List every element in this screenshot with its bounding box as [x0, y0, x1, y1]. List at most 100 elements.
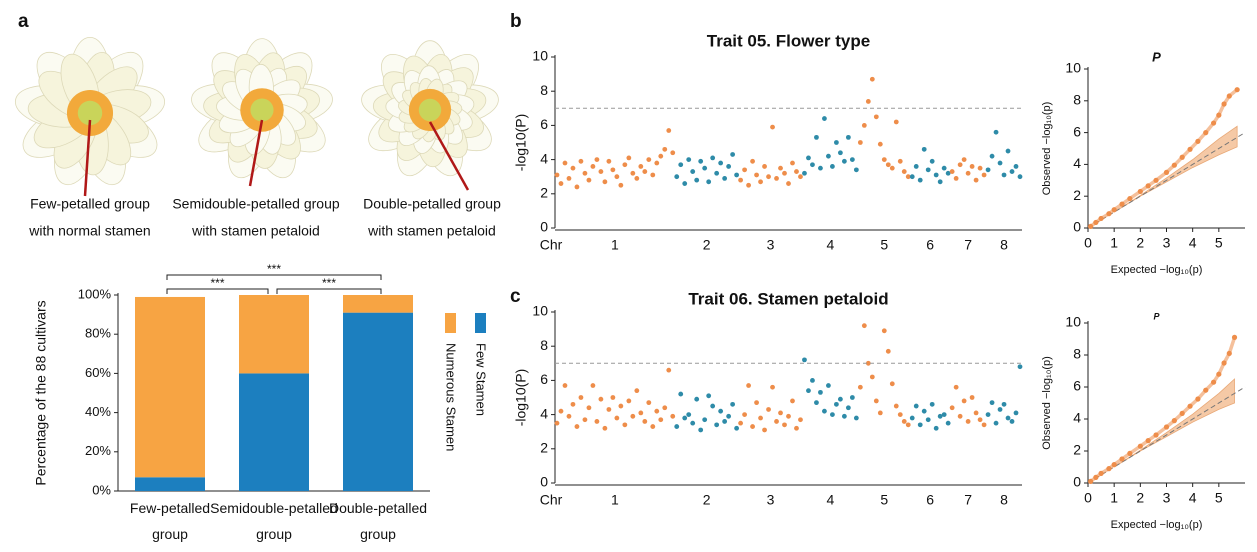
snp-point	[778, 410, 783, 416]
snp-point	[837, 150, 843, 156]
x-tick-label: 1	[1110, 235, 1118, 251]
snp-point	[706, 393, 712, 399]
snp-point	[981, 422, 987, 428]
snp-point	[646, 157, 652, 163]
y-tick-label: 10	[1065, 60, 1081, 76]
snp-point	[913, 403, 919, 409]
snp-point	[1001, 172, 1007, 178]
y-tick-label: 80%	[85, 326, 111, 341]
chart-title: P	[1153, 311, 1160, 321]
snp-point	[830, 164, 835, 169]
x-tick-label: 3	[1163, 235, 1171, 251]
snp-point	[574, 184, 580, 190]
snp-point	[774, 176, 779, 181]
snp-point	[750, 158, 755, 164]
snp-point	[917, 422, 923, 428]
chromosome-label: 8	[1000, 237, 1008, 253]
snp-point	[590, 383, 596, 388]
snp-point	[905, 422, 911, 428]
snp-point	[853, 167, 859, 173]
snp-point	[754, 172, 759, 178]
snp-point	[762, 427, 767, 433]
snp-point	[678, 391, 684, 397]
snp-point	[893, 119, 899, 125]
snp-point	[686, 412, 692, 417]
y-tick-label: 0%	[92, 482, 111, 497]
arrow	[83, 119, 92, 197]
snp-point	[961, 157, 967, 163]
significance-label: ***	[210, 276, 224, 290]
snp-point	[1005, 148, 1011, 154]
snp-point	[562, 160, 568, 166]
legend-label: Numerous Stamen	[444, 343, 459, 451]
snp-point	[949, 169, 955, 174]
snp-point	[818, 389, 823, 395]
y-tick-label: 8	[1073, 92, 1081, 108]
snp-point	[786, 181, 791, 186]
snp-point	[558, 408, 564, 414]
y-tick-label: 8	[1073, 346, 1081, 362]
y-tick-label: 40%	[85, 404, 111, 419]
snp-point	[662, 405, 668, 411]
qq-point	[1226, 93, 1232, 99]
qq-point	[1088, 223, 1094, 230]
snp-point	[638, 410, 644, 416]
snp-point	[642, 169, 648, 174]
snp-point	[782, 422, 787, 428]
snp-point	[638, 164, 644, 169]
snp-point	[622, 162, 628, 168]
flower-photo	[191, 38, 333, 179]
snp-point	[654, 408, 660, 414]
snp-point	[953, 384, 959, 390]
snp-point	[873, 398, 879, 404]
snp-point	[849, 157, 855, 163]
qq-point	[1187, 403, 1193, 409]
y-tick-label: 2	[1073, 187, 1081, 203]
qq-point	[1221, 360, 1227, 366]
snp-point	[674, 424, 680, 429]
snp-point	[921, 408, 927, 414]
receptacle	[418, 98, 442, 122]
legend-label: Few Stamen	[474, 343, 489, 416]
qq-point	[1145, 438, 1151, 444]
x-tick-label: 0	[1084, 235, 1092, 251]
chromosome-label: 6	[926, 237, 934, 253]
snp-point	[726, 164, 732, 169]
y-tick-label: 0	[1073, 219, 1081, 235]
snp-point	[746, 182, 751, 188]
snp-point	[694, 177, 700, 183]
image-caption: Semidouble-petalled group	[172, 196, 340, 212]
qq-point	[1111, 207, 1117, 213]
snp-point	[845, 134, 851, 140]
chromosome-label: 2	[703, 237, 711, 253]
qq-point	[1088, 478, 1094, 484]
snp-point	[818, 165, 823, 171]
qq-point	[1127, 450, 1133, 456]
qq-point	[1163, 424, 1170, 430]
snp-point	[594, 157, 600, 163]
image-caption: with stamen petaloid	[367, 223, 496, 239]
image-caption: Few-petalled group	[30, 196, 150, 212]
qq-point	[1216, 371, 1222, 377]
chromosome-label: 8	[1000, 492, 1008, 508]
snp-point	[650, 172, 656, 178]
snp-point	[925, 167, 931, 173]
snp-point	[802, 357, 807, 363]
qq-point	[1231, 334, 1238, 340]
qq-point	[1195, 138, 1201, 144]
snp-point	[714, 170, 720, 176]
snp-point	[969, 395, 975, 400]
snp-point	[766, 174, 771, 180]
x-tick-label: 2	[1136, 235, 1144, 251]
chromosome-label: 5	[880, 237, 888, 253]
significance-bracket	[276, 288, 382, 294]
snp-point	[881, 328, 887, 334]
y-tick-label: 20%	[85, 443, 111, 458]
snp-point	[690, 169, 696, 174]
y-axis-label: -log10(P)	[513, 369, 529, 427]
qq-point	[1153, 177, 1159, 183]
y-tick-label: 8	[540, 82, 548, 98]
snp-point	[566, 176, 572, 181]
snp-point	[586, 405, 592, 411]
reference-line	[1087, 386, 1246, 484]
